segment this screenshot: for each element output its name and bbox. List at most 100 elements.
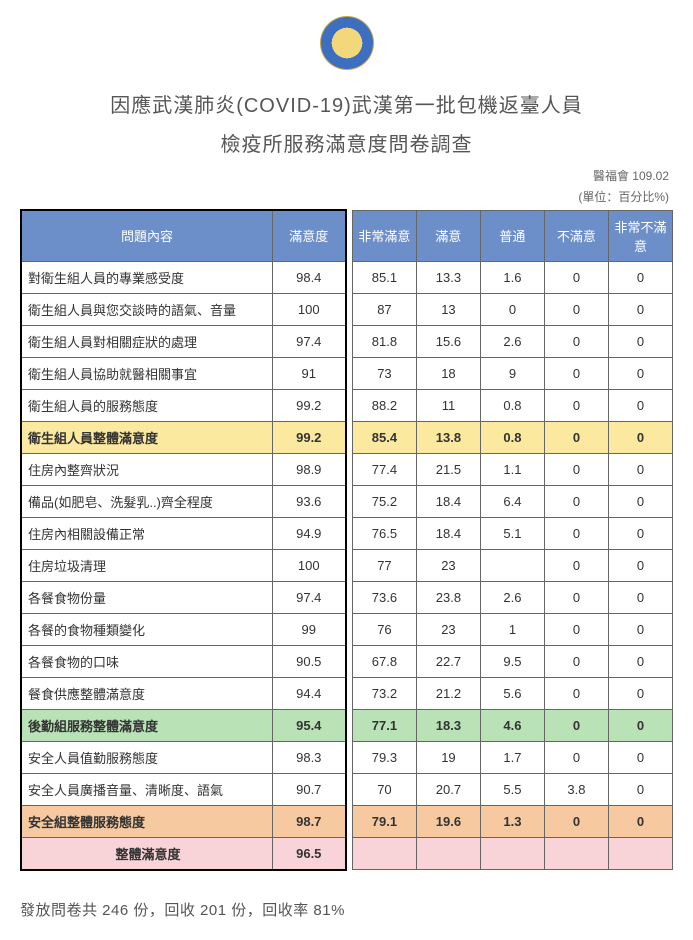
gap-cell [346,581,353,613]
cell-satisfaction: 99.2 [272,389,345,421]
cell-value: 0 [608,741,672,773]
cell-value: 0 [544,549,608,581]
cell-value: 0.8 [480,421,544,453]
cell-value: 21.2 [416,677,480,709]
gap-cell [346,549,353,581]
cell-satisfaction: 97.4 [272,325,345,357]
cell-question: 衛生組人員整體滿意度 [21,421,272,453]
gap-cell [346,293,353,325]
table-row: 衛生組人員的服務態度99.288.2110.800 [21,389,673,421]
cell-value: 13.8 [416,421,480,453]
cell-value: 76 [352,613,416,645]
cell-value: 13.3 [416,261,480,293]
table-row: 住房內相關設備正常94.976.518.45.100 [21,517,673,549]
cell-question: 安全組整體服務態度 [21,805,272,837]
gap-col [346,210,353,261]
table-header-row: 問題內容 滿意度 非常滿意 滿意 普通 不滿意 非常不滿意 [21,210,673,261]
cell-satisfaction: 99 [272,613,345,645]
cell-value: 0 [544,453,608,485]
footer-n3: 81% [313,902,345,919]
cell-value: 0 [544,293,608,325]
table-row: 整體滿意度96.5 [21,837,673,870]
gap-cell [346,837,353,870]
cell-value: 20.7 [416,773,480,805]
meta-block: 醫福會 109.02 (單位：百分比%) [20,167,673,205]
hdr-c1: 非常滿意 [352,210,416,261]
cell-value: 1.3 [480,805,544,837]
cell-value: 0 [544,389,608,421]
gap-cell [346,421,353,453]
gap-cell [346,677,353,709]
hdr-c3: 普通 [480,210,544,261]
gap-cell [346,709,353,741]
cell-value: 18.4 [416,485,480,517]
footer-t1: 發放問卷共 [20,902,102,919]
cell-value: 0 [608,645,672,677]
cell-question: 各餐的食物種類變化 [21,613,272,645]
cell-value: 0 [608,421,672,453]
cell-question: 餐食供應整體滿意度 [21,677,272,709]
cell-value: 88.2 [352,389,416,421]
cell-value: 75.2 [352,485,416,517]
gap-cell [346,773,353,805]
cell-value: 1.6 [480,261,544,293]
cell-value: 0 [608,677,672,709]
cell-value: 0 [608,773,672,805]
table-row: 衛生組人員協助就醫相關事宜917318900 [21,357,673,389]
cell-value: 0 [480,293,544,325]
cell-value [608,837,672,870]
hdr-c2: 滿意 [416,210,480,261]
cell-value: 0 [608,485,672,517]
hdr-c5: 非常不滿意 [608,210,672,261]
cell-satisfaction: 99.2 [272,421,345,453]
table-row: 住房垃圾清理100772300 [21,549,673,581]
cell-value: 15.6 [416,325,480,357]
cell-value: 73 [352,357,416,389]
cell-question: 整體滿意度 [21,837,272,870]
cell-value: 23 [416,549,480,581]
footer-t3: 份，回收率 [227,902,314,919]
table-row: 各餐的食物種類變化997623100 [21,613,673,645]
cell-value: 73.6 [352,581,416,613]
gap-cell [346,389,353,421]
logo-wrap [20,16,673,75]
cell-value: 0 [608,709,672,741]
cell-satisfaction: 90.7 [272,773,345,805]
gap-cell [346,805,353,837]
cell-value: 0.8 [480,389,544,421]
cell-question: 衛生組人員與您交談時的語氣、音量 [21,293,272,325]
cell-value: 0 [544,677,608,709]
cell-value: 77 [352,549,416,581]
cell-value: 1.1 [480,453,544,485]
cell-satisfaction: 94.4 [272,677,345,709]
table-row: 備品(如肥皂、洗髮乳..)齊全程度93.675.218.46.400 [21,485,673,517]
cell-question: 衛生組人員的服務態度 [21,389,272,421]
table-body: 對衛生組人員的專業感受度98.485.113.31.600衛生組人員與您交談時的… [21,261,673,870]
cell-question: 各餐食物的口味 [21,645,272,677]
cell-value: 0 [608,453,672,485]
cell-satisfaction: 90.5 [272,645,345,677]
table-row: 衛生組人員對相關症狀的處理97.481.815.62.600 [21,325,673,357]
table-row: 對衛生組人員的專業感受度98.485.113.31.600 [21,261,673,293]
cell-satisfaction: 91 [272,357,345,389]
cell-value: 0 [608,325,672,357]
cell-satisfaction: 93.6 [272,485,345,517]
cell-value: 19 [416,741,480,773]
cell-satisfaction: 96.5 [272,837,345,870]
cell-value: 0 [544,357,608,389]
footer-n2: 201 [200,902,227,919]
hdr-c4: 不滿意 [544,210,608,261]
cell-value [416,837,480,870]
cell-question: 後勤組服務整體滿意度 [21,709,272,741]
cell-value: 4.6 [480,709,544,741]
cell-satisfaction: 94.9 [272,517,345,549]
cell-value: 3.8 [544,773,608,805]
gap-cell [346,517,353,549]
cell-value: 79.1 [352,805,416,837]
cell-value: 23 [416,613,480,645]
cell-value: 22.7 [416,645,480,677]
cell-value: 0 [544,261,608,293]
cell-value [544,837,608,870]
table-row: 安全人員廣播音量、清晰度、語氣90.77020.75.53.80 [21,773,673,805]
cell-question: 住房內整齊狀況 [21,453,272,485]
